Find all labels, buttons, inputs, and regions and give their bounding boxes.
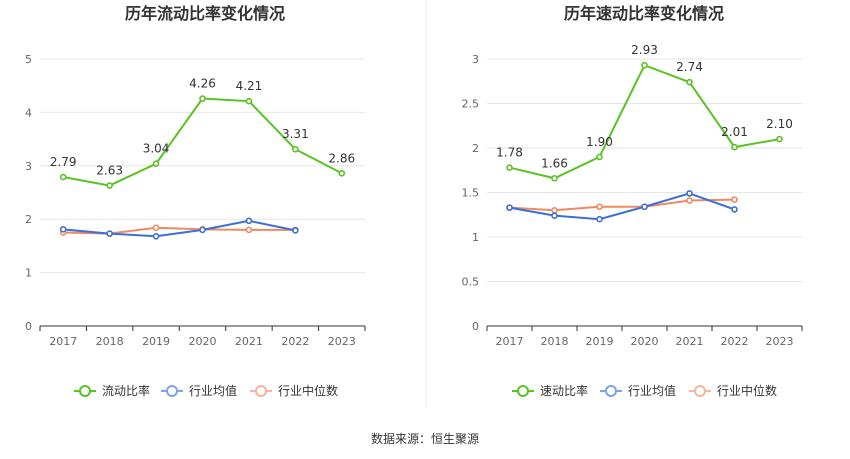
- chart-title: 历年速动比率变化情况: [564, 4, 724, 23]
- x-tick-label: 2023: [328, 335, 356, 348]
- x-tick-label: 2019: [586, 335, 614, 348]
- data-label: 1.78: [496, 146, 523, 160]
- legend-marker: [255, 385, 267, 397]
- data-label: 2.01: [721, 125, 748, 139]
- y-tick-label: 0: [25, 320, 32, 333]
- legend-marker: [517, 385, 529, 397]
- data-label: 3.04: [143, 142, 170, 156]
- legend-marker: [79, 385, 91, 397]
- y-tick-label: 5: [25, 53, 32, 66]
- data-label: 1.90: [586, 135, 613, 149]
- quick-ratio-chart: 历年速动比率变化情况 0 0.5 1 1.5 2 2.5 3 2017 2018 2019 2020…: [462, 4, 803, 398]
- legend-label: 行业均值: [628, 383, 676, 398]
- data-point: [292, 227, 299, 234]
- data-point: [199, 226, 206, 234]
- data-point: [641, 61, 648, 69]
- x-tick-label: 2021: [676, 335, 704, 348]
- data-label: 1.66: [541, 156, 568, 170]
- data-label: 2.93: [631, 43, 658, 57]
- data-point: [686, 78, 693, 86]
- series-line: [63, 219, 296, 238]
- data-label: 2.74: [676, 60, 703, 74]
- y-tick-label: 1: [472, 231, 479, 244]
- y-tick-label: 1: [25, 267, 32, 280]
- x-tick-label: 2021: [235, 335, 263, 348]
- y-tick-label: 2: [25, 213, 32, 226]
- data-point: [292, 145, 299, 153]
- x-tick-label: 2017: [496, 335, 524, 348]
- x-tick-label: 2018: [541, 335, 569, 348]
- y-tick-label: 1.5: [462, 187, 480, 200]
- data-label: 3.31: [282, 127, 309, 141]
- legend-marker: [166, 385, 178, 397]
- current-ratio-chart: 历年流动比率变化情况 0 1 2 3 4 5 2017 2018 2019 2020 2021 202…: [25, 4, 366, 398]
- legend-marker: [694, 385, 706, 397]
- y-tick-label: 2: [472, 142, 479, 155]
- data-point: [686, 197, 693, 204]
- y-tick-label: 3: [472, 53, 479, 66]
- y-tick-label: 0.5: [462, 276, 480, 289]
- data-point: [59, 226, 67, 233]
- x-tick-label: 2023: [766, 335, 794, 348]
- data-label: 2.86: [328, 151, 355, 165]
- data-label: 4.26: [189, 77, 216, 91]
- data-point: [551, 212, 558, 219]
- data-point: [506, 204, 513, 211]
- series-line: [509, 192, 735, 221]
- legend-label: 速动比率: [540, 383, 588, 398]
- data-point: [551, 174, 558, 182]
- legend-marker: [605, 385, 617, 397]
- y-tick-label: 0: [472, 320, 479, 333]
- legend-label: 流动比率: [102, 383, 150, 398]
- x-tick-label: 2018: [96, 335, 124, 348]
- data-point: [106, 182, 113, 189]
- y-tick-label: 2.5: [462, 98, 480, 111]
- y-tick-label: 3: [25, 160, 32, 173]
- x-tick-label: 2022: [281, 335, 309, 348]
- data-point: [59, 173, 67, 181]
- legend-label: 行业中位数: [278, 383, 338, 398]
- data-label: 2.10: [766, 117, 793, 131]
- legend-label: 行业均值: [189, 383, 237, 398]
- data-point: [245, 97, 253, 105]
- data-point: [152, 232, 160, 240]
- data-point: [731, 206, 738, 213]
- data-point: [596, 153, 603, 161]
- x-tick-label: 2019: [142, 335, 170, 348]
- chart-title: 历年流动比率变化情况: [125, 4, 285, 23]
- data-label: 4.21: [236, 79, 263, 93]
- data-point: [731, 196, 738, 203]
- data-point: [776, 135, 783, 143]
- data-label: 2.63: [96, 164, 123, 178]
- data-point: [245, 217, 253, 225]
- x-tick-label: 2020: [631, 335, 659, 348]
- series-line: [509, 198, 735, 212]
- legend-label: 行业中位数: [717, 383, 777, 398]
- data-point: [152, 160, 160, 167]
- data-point: [686, 190, 693, 197]
- data-point: [596, 215, 603, 223]
- data-point: [641, 203, 648, 211]
- x-tick-label: 2020: [189, 335, 217, 348]
- data-point: [245, 226, 253, 234]
- data-point: [506, 164, 513, 171]
- data-point: [731, 143, 738, 151]
- x-tick-label: 2017: [49, 335, 77, 348]
- data-label: 2.79: [50, 155, 77, 169]
- data-point: [338, 169, 346, 177]
- data-point: [551, 207, 558, 214]
- data-point: [152, 224, 160, 232]
- x-tick-label: 2022: [721, 335, 749, 348]
- y-tick-label: 4: [25, 106, 32, 119]
- source-note: 数据来源：恒生聚源: [371, 431, 479, 446]
- data-point: [596, 203, 603, 211]
- data-point: [199, 95, 206, 102]
- data-point: [106, 230, 113, 237]
